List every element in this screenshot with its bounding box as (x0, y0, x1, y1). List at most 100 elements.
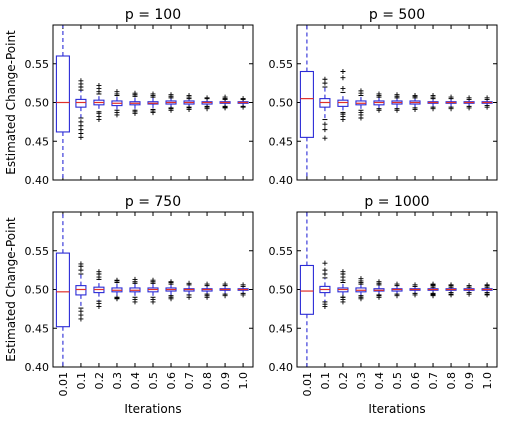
outlier-marker (430, 106, 436, 112)
y-tick-label: 0.50 (269, 284, 294, 297)
outlier-marker (376, 279, 382, 285)
outlier-marker (340, 294, 346, 300)
box-0.8 (445, 94, 457, 112)
box-0.7 (183, 93, 195, 112)
x-tick-label: 0.9 (219, 372, 232, 390)
y-tick-label: 0.55 (269, 58, 294, 71)
y-tick-label: 0.40 (269, 174, 294, 187)
outlier-marker (358, 276, 364, 282)
x-tick-label: 0.4 (129, 372, 142, 390)
outlier-marker (186, 93, 192, 99)
box-0.4 (129, 276, 141, 305)
outlier-marker (168, 279, 174, 285)
y-tick-label: 0.55 (25, 245, 50, 258)
outlier-marker (448, 291, 454, 297)
box-0.01 (55, 212, 70, 367)
outlier-marker (466, 283, 472, 289)
outlier-marker (204, 293, 210, 299)
box-0.9 (219, 94, 231, 111)
box-0.1 (75, 261, 87, 322)
y-tick-label: 0.50 (25, 284, 50, 297)
box-0.3 (355, 276, 367, 302)
outlier-marker (412, 282, 418, 288)
outlier-marker (340, 75, 346, 81)
outlier-marker (96, 300, 102, 306)
outlier-marker (340, 69, 346, 74)
outlier-marker (322, 301, 328, 307)
y-tick-label: 0.40 (25, 361, 50, 374)
plot-frame (52, 24, 254, 181)
outlier-marker (78, 78, 84, 84)
x-tick-label: 0.3 (111, 372, 124, 390)
outlier-marker (322, 260, 328, 266)
outlier-marker (132, 297, 138, 303)
box-0.1 (319, 76, 331, 141)
outlier-marker (150, 108, 156, 114)
box-0.7 (183, 280, 195, 300)
outlier-marker (150, 297, 156, 303)
x-tick-label: 0.2 (337, 372, 350, 390)
y-axis-label: Estimated Change-Point (4, 217, 18, 362)
outlier-marker (114, 110, 120, 116)
plot-frame (52, 211, 254, 368)
box-iqr (337, 99, 349, 107)
box-1.0 (481, 95, 493, 110)
box-0.01 (55, 25, 70, 180)
outlier-marker (484, 104, 490, 110)
outlier-marker (168, 106, 174, 112)
box-0.5 (391, 92, 403, 113)
y-tick-label: 0.45 (269, 322, 294, 335)
y-tick-label: 0.55 (269, 245, 294, 258)
box-0.1 (75, 78, 87, 140)
outlier-marker (204, 104, 210, 110)
outlier-marker (240, 282, 246, 288)
box-0.5 (147, 277, 159, 305)
outlier-marker (186, 294, 192, 300)
outlier-marker (484, 282, 490, 288)
outlier-marker (204, 281, 210, 287)
x-tick-label: 0.3 (355, 372, 368, 390)
outlier-marker (430, 281, 436, 287)
box-iqr (55, 55, 70, 133)
chart-panel-4: p = 1000 0.40 0.45 0.50 0.55 0.01 0.1 0.2 0.3 0.4… (269, 194, 498, 416)
outlier-marker (168, 294, 174, 300)
panel-title: p = 750 (125, 194, 181, 210)
outlier-marker (222, 293, 228, 299)
outlier-marker (240, 292, 246, 298)
box-0.6 (409, 93, 421, 112)
box-0.3 (355, 88, 367, 121)
x-axis-label: Iterations (124, 402, 181, 416)
outlier-marker (394, 281, 400, 287)
outlier-marker (466, 291, 472, 297)
y-tick-label: 0.40 (25, 174, 50, 187)
box-iqr (55, 252, 70, 328)
outlier-marker (96, 110, 102, 116)
x-tick-label: 0.9 (463, 372, 476, 390)
plot-area (299, 212, 493, 367)
outlier-marker (240, 104, 246, 110)
outlier-marker (394, 92, 400, 98)
outlier-marker (376, 91, 382, 97)
box-0.9 (463, 95, 475, 111)
box-0.5 (147, 91, 159, 116)
outlier-marker (484, 291, 490, 297)
box-0.3 (111, 277, 123, 302)
outlier-marker (132, 276, 138, 282)
box-0.1 (319, 260, 331, 310)
outlier-marker (322, 135, 328, 141)
x-tick-label: 1.0 (237, 372, 250, 390)
x-tick-label: 0.1 (319, 372, 332, 390)
outlier-marker (150, 91, 156, 97)
box-0.01 (299, 212, 314, 367)
outlier-marker (186, 280, 192, 286)
outlier-marker (430, 93, 436, 99)
box-0.8 (201, 281, 213, 300)
outlier-marker (448, 106, 454, 112)
plot-frame (296, 211, 498, 368)
plot-area (55, 25, 249, 180)
box-iqr (75, 98, 87, 108)
box-0.6 (409, 282, 421, 298)
box-0.8 (201, 95, 213, 112)
outlier-marker (132, 109, 138, 115)
x-tick-label: 0.6 (165, 372, 178, 390)
